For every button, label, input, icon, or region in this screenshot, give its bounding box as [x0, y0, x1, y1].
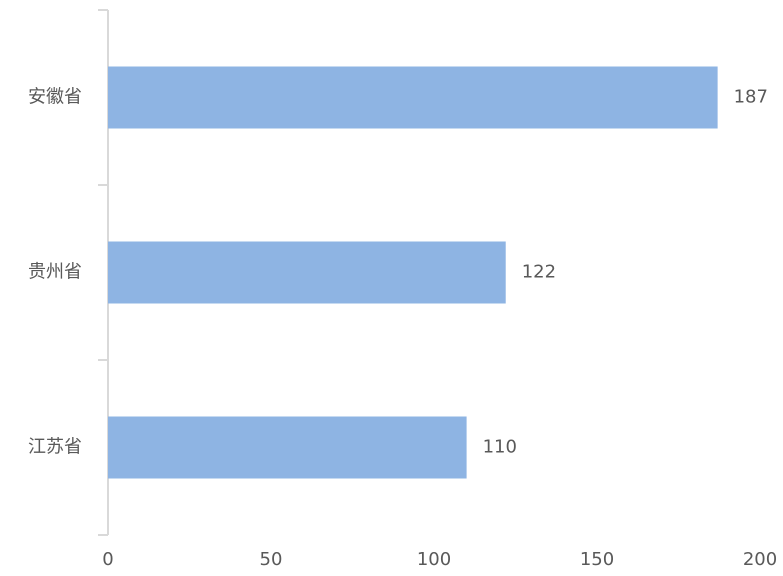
x-tick-label: 150	[580, 549, 614, 570]
bar	[108, 416, 467, 479]
value-label: 122	[522, 262, 556, 283]
x-tick-label: 100	[417, 549, 451, 570]
x-tick-label: 200	[743, 549, 777, 570]
value-label: 110	[483, 437, 517, 458]
bar	[108, 66, 718, 129]
x-tick-label: 50	[260, 549, 283, 570]
x-tick-label: 0	[102, 549, 113, 570]
y-tick-label: 安徽省	[28, 87, 82, 108]
y-tick-label: 贵州省	[28, 262, 82, 283]
value-label: 187	[734, 87, 768, 108]
bar	[108, 241, 506, 304]
y-tick-label: 江苏省	[28, 437, 82, 458]
